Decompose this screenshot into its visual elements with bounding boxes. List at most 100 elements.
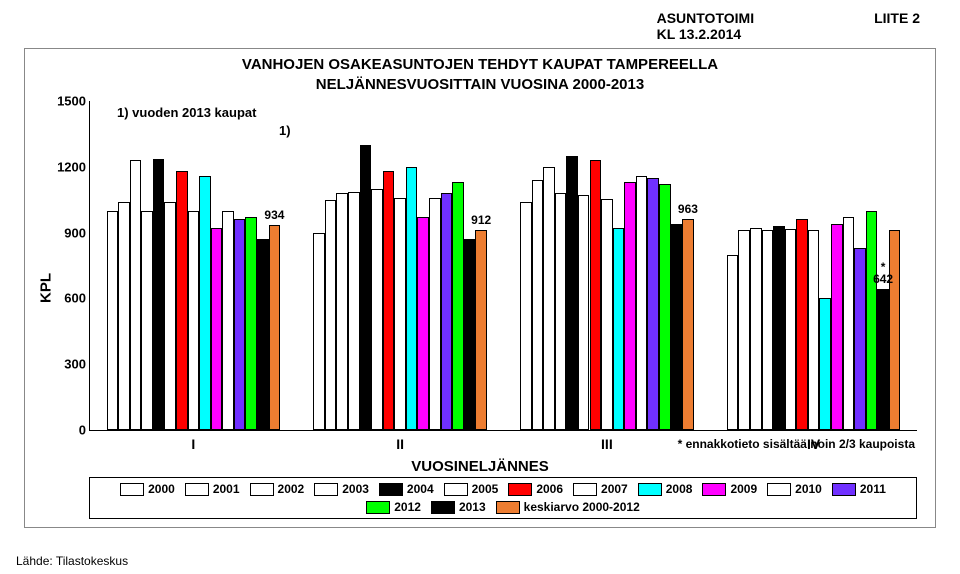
legend-item: 2001 bbox=[185, 482, 240, 496]
bar bbox=[727, 255, 739, 430]
bar bbox=[601, 199, 613, 430]
bar bbox=[464, 239, 476, 430]
bar bbox=[199, 176, 211, 430]
legend-label: 2001 bbox=[213, 482, 240, 496]
legend-swatch bbox=[702, 483, 726, 496]
bar bbox=[785, 229, 797, 430]
bar bbox=[796, 219, 808, 430]
legend-label: keskiarvo 2000-2012 bbox=[524, 500, 640, 514]
bar bbox=[257, 239, 269, 430]
bar bbox=[417, 217, 429, 430]
legend-swatch bbox=[508, 483, 532, 496]
bar bbox=[520, 202, 532, 430]
legend-swatch bbox=[444, 483, 468, 496]
bar bbox=[371, 189, 383, 430]
bar bbox=[118, 202, 130, 430]
legend-swatch bbox=[832, 483, 856, 496]
legend-item: 2004 bbox=[379, 482, 434, 496]
bar bbox=[566, 156, 578, 430]
bar bbox=[543, 167, 555, 430]
legend-swatch bbox=[185, 483, 209, 496]
value-label: 912 bbox=[471, 214, 491, 227]
bar bbox=[141, 211, 153, 430]
legend-label: 2009 bbox=[730, 482, 757, 496]
x-tick: III bbox=[601, 436, 613, 452]
bar bbox=[452, 182, 464, 430]
y-tick: 600 bbox=[46, 291, 86, 306]
legend-item: 2011 bbox=[832, 482, 886, 496]
bar bbox=[578, 195, 590, 430]
bar bbox=[360, 145, 372, 430]
bar bbox=[624, 182, 636, 430]
bar bbox=[176, 171, 188, 430]
y-tick: 300 bbox=[46, 357, 86, 372]
bar bbox=[590, 160, 602, 430]
legend-swatch bbox=[379, 483, 403, 496]
legend: 2000200120022003200420052006200720082009… bbox=[89, 477, 917, 519]
page: ASUNTOTOIMI LIITE 2 KL 13.2.2014 VANHOJE… bbox=[0, 0, 960, 574]
y-tick: 1500 bbox=[46, 94, 86, 109]
legend-swatch bbox=[496, 501, 520, 514]
x-tick: I bbox=[191, 436, 195, 452]
chart-card: VANHOJEN OSAKEASUNTOJEN TEHDYT KAUPAT TA… bbox=[24, 48, 936, 528]
y-tick: 0 bbox=[46, 423, 86, 438]
header: ASUNTOTOIMI LIITE 2 KL 13.2.2014 bbox=[0, 0, 960, 42]
x-axis-title: VUOSINELJÄNNES bbox=[25, 458, 935, 475]
bar bbox=[188, 211, 200, 430]
bar bbox=[877, 289, 889, 430]
bar bbox=[222, 211, 234, 430]
legend-item: 2010 bbox=[767, 482, 822, 496]
legend-label: 2004 bbox=[407, 482, 434, 496]
legend-label: 2006 bbox=[536, 482, 563, 496]
bar bbox=[682, 219, 694, 430]
value-label: 934 bbox=[264, 209, 284, 222]
source-text: Lähde: Tilastokeskus bbox=[16, 554, 128, 568]
header-liite: LIITE 2 bbox=[874, 10, 920, 26]
legend-item: 2013 bbox=[431, 500, 486, 514]
bar bbox=[441, 193, 453, 430]
bar bbox=[738, 230, 750, 430]
legend-swatch bbox=[120, 483, 144, 496]
y-tick: 900 bbox=[46, 225, 86, 240]
legend-label: 2002 bbox=[278, 482, 305, 496]
legend-item: keskiarvo 2000-2012 bbox=[496, 500, 640, 514]
y-tick: 1200 bbox=[46, 159, 86, 174]
bar bbox=[383, 171, 395, 430]
legend-label: 2007 bbox=[601, 482, 628, 496]
bar bbox=[475, 230, 487, 430]
legend-item: 2003 bbox=[314, 482, 369, 496]
legend-swatch bbox=[314, 483, 338, 496]
legend-swatch bbox=[250, 483, 274, 496]
bar bbox=[808, 230, 820, 430]
title-line2: NELJÄNNESVUOSITTAIN VUOSINA 2000-2013 bbox=[316, 76, 644, 93]
legend-swatch bbox=[573, 483, 597, 496]
header-org: ASUNTOTOIMI bbox=[657, 10, 755, 26]
bar bbox=[325, 200, 337, 430]
legend-label: 2003 bbox=[342, 482, 369, 496]
header-date: KL 13.2.2014 bbox=[657, 26, 920, 42]
plot-area: 030060090012001500IIIIIIIV934912963*642 bbox=[89, 101, 917, 431]
bar bbox=[636, 176, 648, 430]
x-tick: II bbox=[396, 436, 404, 452]
bar bbox=[831, 224, 843, 430]
bar bbox=[313, 233, 325, 430]
bar bbox=[394, 198, 406, 430]
legend-item: 2005 bbox=[444, 482, 499, 496]
bar bbox=[555, 193, 567, 430]
legend-label: 2005 bbox=[472, 482, 499, 496]
legend-label: 2010 bbox=[795, 482, 822, 496]
legend-label: 2013 bbox=[459, 500, 486, 514]
value-label: *642 bbox=[873, 261, 893, 286]
bar bbox=[406, 167, 418, 430]
legend-label: 2011 bbox=[860, 482, 886, 496]
legend-swatch bbox=[366, 501, 390, 514]
legend-label: 2012 bbox=[394, 500, 421, 514]
value-label: 963 bbox=[678, 203, 698, 216]
bar bbox=[613, 228, 625, 430]
bar bbox=[750, 228, 762, 430]
bar bbox=[336, 193, 348, 430]
title-line1: VANHOJEN OSAKEASUNTOJEN TEHDYT KAUPAT TA… bbox=[242, 56, 718, 73]
bar bbox=[647, 178, 659, 430]
legend-swatch bbox=[638, 483, 662, 496]
bar bbox=[429, 198, 441, 430]
